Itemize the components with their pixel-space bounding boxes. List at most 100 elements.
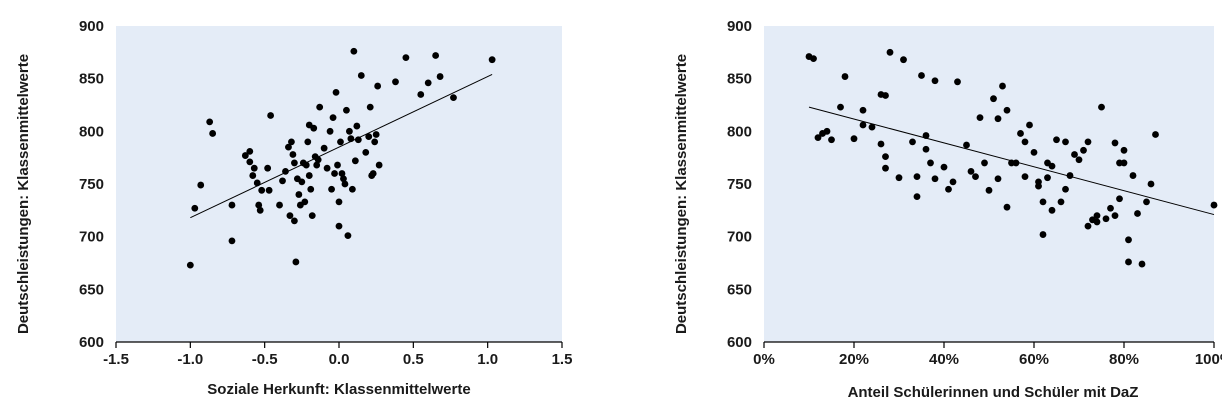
data-point	[1048, 162, 1056, 170]
data-point	[267, 112, 275, 119]
data-point	[335, 222, 343, 230]
data-point	[1003, 106, 1011, 114]
data-point	[1062, 185, 1069, 193]
y-tick-label: 750	[79, 176, 104, 193]
y-tick-label: 700	[79, 229, 104, 246]
x-tick-label: 100%	[1195, 351, 1222, 368]
data-point	[1093, 212, 1101, 220]
x-tick-label: 60%	[1019, 351, 1049, 368]
data-point	[1048, 206, 1056, 214]
data-point	[265, 186, 273, 194]
data-point	[292, 258, 300, 266]
data-point	[810, 55, 817, 63]
data-point	[886, 48, 894, 56]
data-point	[1039, 198, 1047, 206]
data-point	[191, 204, 199, 212]
data-point	[432, 52, 440, 59]
data-point	[1035, 182, 1042, 190]
data-point	[351, 157, 359, 165]
data-point	[1026, 121, 1033, 129]
data-point	[417, 91, 425, 98]
data-point	[371, 138, 379, 146]
data-point	[320, 144, 328, 152]
x-tick-label: -1.0	[177, 351, 203, 368]
y-axis-title: Deutschleistungen: Klassenmittelwerte	[673, 54, 690, 334]
data-point	[209, 130, 217, 137]
data-point	[999, 82, 1006, 90]
chart-social-background: 600 650 700 750 800 850 900 -1.5 -1.0 -0.5 0.0 0.5 1…	[15, 18, 572, 398]
data-point	[949, 178, 957, 186]
data-point	[1080, 146, 1087, 154]
data-point	[1120, 146, 1128, 154]
data-point	[206, 118, 214, 126]
x-tick-label: 1.5	[552, 351, 573, 368]
data-point	[334, 161, 341, 169]
data-point	[335, 198, 343, 206]
data-point	[350, 47, 358, 55]
data-point	[985, 186, 993, 194]
data-point	[392, 78, 399, 86]
data-point	[228, 237, 236, 245]
data-point	[353, 122, 361, 130]
data-point	[348, 185, 356, 193]
data-point	[279, 177, 286, 185]
data-point	[922, 145, 930, 153]
data-point	[298, 178, 306, 186]
data-point	[305, 172, 313, 179]
data-point	[450, 94, 457, 102]
data-point	[1066, 172, 1074, 179]
data-point	[328, 185, 335, 193]
data-point	[1111, 212, 1119, 220]
y-tick-label: 900	[727, 18, 752, 35]
data-point	[304, 138, 312, 146]
data-point	[329, 114, 337, 122]
y-tick-label: 750	[727, 176, 752, 193]
data-point	[1075, 156, 1083, 164]
data-point	[285, 143, 292, 151]
data-point	[357, 72, 365, 79]
data-point	[347, 135, 355, 143]
data-point	[258, 186, 266, 194]
data-point	[895, 174, 903, 182]
data-point	[313, 161, 321, 169]
data-point	[372, 131, 380, 138]
data-point	[1098, 103, 1105, 111]
y-axis-title: Deutschleistungen: Klassenmittelwerte	[15, 54, 32, 334]
data-point	[1116, 195, 1123, 203]
data-point	[994, 115, 1002, 123]
data-point	[1129, 172, 1137, 179]
data-point	[1111, 139, 1119, 147]
data-point	[1102, 215, 1110, 223]
data-point	[981, 159, 988, 167]
data-point	[994, 175, 1002, 183]
data-point	[369, 170, 377, 177]
data-point	[337, 138, 344, 146]
data-point	[228, 201, 236, 209]
data-point	[291, 159, 298, 167]
data-point	[1107, 204, 1114, 212]
data-point	[241, 152, 249, 159]
data-point	[913, 173, 921, 181]
data-point	[289, 151, 297, 158]
y-tick-label: 850	[727, 71, 752, 88]
data-point	[882, 164, 889, 172]
data-point	[316, 103, 324, 111]
data-point	[1044, 174, 1051, 182]
x-tick-label: 0.0	[329, 351, 350, 368]
data-point	[1053, 136, 1060, 144]
data-point	[366, 103, 374, 111]
data-point	[841, 73, 849, 80]
data-point	[314, 156, 322, 164]
data-point	[913, 193, 921, 201]
data-point	[338, 170, 346, 177]
data-point	[340, 175, 347, 183]
y-tick-label: 600	[727, 334, 752, 351]
data-point	[1134, 210, 1141, 217]
trend-line	[190, 74, 493, 219]
x-tick-label: 40%	[929, 351, 959, 368]
x-tick-label: -0.5	[252, 351, 278, 368]
x-axis-title: Soziale Herkunft: Klassenmittelwerte	[207, 381, 470, 398]
data-point	[1017, 130, 1024, 137]
data-point	[375, 161, 383, 169]
data-point	[976, 114, 984, 122]
